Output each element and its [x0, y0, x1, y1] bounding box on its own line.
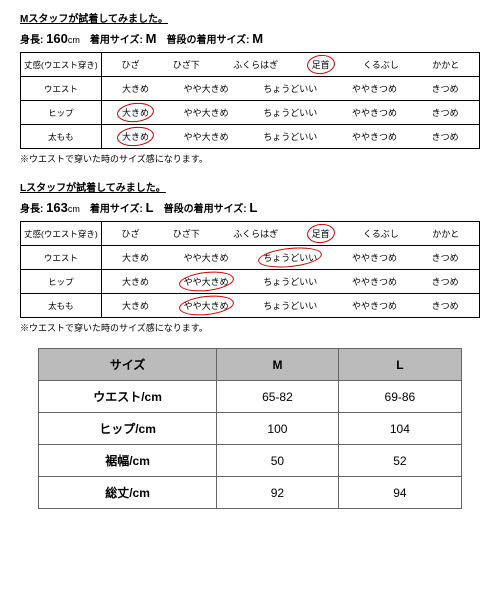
fit-option: ちょうどいい: [261, 81, 319, 96]
fit-option: きつめ: [430, 274, 461, 289]
size-value: 104: [339, 413, 461, 445]
fit-option: 大きめ: [120, 81, 151, 96]
fit-option: ややきつめ: [350, 81, 399, 96]
table-row: ウエスト 大きめ やや大きめ ちょうどいい ややきつめ きつめ: [21, 246, 480, 270]
fit-option: きつめ: [430, 250, 461, 265]
fit-option: くるぶし: [361, 226, 401, 241]
fit-option: 足首: [310, 57, 332, 72]
fit-option: かかと: [430, 226, 461, 241]
staff-info: 身長: 163cm 着用サイズ: L 普段の着用サイズ: L: [20, 200, 480, 215]
size-value: 92: [216, 477, 338, 509]
section-note: ※ウエストで穿いた時のサイズ感になります。: [20, 321, 480, 334]
row-label: 丈感(ウエスト穿き): [21, 53, 102, 77]
row-label: ヒップ: [21, 101, 102, 125]
section-title: Mスタッフが試着してみました。: [20, 10, 480, 25]
fit-option: きつめ: [430, 129, 461, 144]
fit-option: ひざ: [119, 226, 141, 241]
fit-option: ややきつめ: [350, 105, 399, 120]
section-title: Lスタッフが試着してみました。: [20, 179, 480, 194]
row-label: 丈感(ウエスト穿き): [21, 222, 102, 246]
fit-option: ややきつめ: [350, 298, 399, 313]
row-label: ウエスト: [21, 77, 102, 101]
table-row: 丈感(ウエスト穿き) ひざ ひざ下 ふくらはぎ 足首 くるぶし かかと: [21, 222, 480, 246]
fit-option: きつめ: [430, 81, 461, 96]
row-options: ひざ ひざ下 ふくらはぎ 足首 くるぶし かかと: [101, 53, 479, 77]
fit-table: 丈感(ウエスト穿き)ひざひざ下ふくらはぎ足首くるぶしかかとウエスト大きめやや大き…: [20, 52, 480, 149]
fit-option: ひざ下: [171, 226, 202, 241]
fit-section: Lスタッフが試着してみました。身長: 163cm 着用サイズ: L 普段の着用サ…: [20, 179, 480, 334]
fit-option: ちょうどいい: [261, 274, 319, 289]
fit-option: 足首: [310, 226, 332, 241]
fit-option: きつめ: [430, 105, 461, 120]
fit-option: ちょうどいい: [261, 105, 319, 120]
row-options: 大きめ やや大きめ ちょうどいい ややきつめ きつめ: [101, 294, 479, 318]
fit-option: ひざ下: [171, 57, 202, 72]
fit-option: やや大きめ: [182, 81, 231, 96]
table-row: ヒップ 大きめ やや大きめ ちょうどいい ややきつめ きつめ: [21, 270, 480, 294]
fit-option: やや大きめ: [182, 274, 231, 289]
row-label: 太もも: [21, 294, 102, 318]
size-value: 52: [339, 445, 461, 477]
fit-option: やや大きめ: [182, 250, 231, 265]
fit-option: ややきつめ: [350, 250, 399, 265]
table-row: 丈感(ウエスト穿き) ひざ ひざ下 ふくらはぎ 足首 くるぶし かかと: [21, 53, 480, 77]
size-header: L: [339, 349, 461, 381]
fit-option: ひざ: [119, 57, 141, 72]
size-value: 50: [216, 445, 338, 477]
table-row: 太もも 大きめ やや大きめ ちょうどいい ややきつめ きつめ: [21, 125, 480, 149]
row-options: 大きめ やや大きめ ちょうどいい ややきつめ きつめ: [101, 246, 479, 270]
fit-option: やや大きめ: [182, 129, 231, 144]
table-row: サイズML: [39, 349, 461, 381]
size-label: ウエスト/cm: [39, 381, 216, 413]
size-header: M: [216, 349, 338, 381]
row-options: 大きめ やや大きめ ちょうどいい ややきつめ きつめ: [101, 101, 479, 125]
row-label: 太もも: [21, 125, 102, 149]
fit-option: きつめ: [430, 298, 461, 313]
table-row: ヒップ/cm100104: [39, 413, 461, 445]
fit-option: かかと: [430, 57, 461, 72]
row-label: ウエスト: [21, 246, 102, 270]
row-options: ひざ ひざ下 ふくらはぎ 足首 くるぶし かかと: [101, 222, 479, 246]
table-row: 裾幅/cm5052: [39, 445, 461, 477]
fit-option: ちょうどいい: [261, 250, 319, 265]
fit-option: 大きめ: [120, 129, 151, 144]
fit-option: ややきつめ: [350, 129, 399, 144]
section-note: ※ウエストで穿いた時のサイズ感になります。: [20, 152, 480, 165]
fit-option: ふくらはぎ: [231, 57, 280, 72]
fit-option: ちょうどいい: [261, 298, 319, 313]
fit-option: くるぶし: [361, 57, 401, 72]
size-table: サイズMLウエスト/cm65-8269-86ヒップ/cm100104裾幅/cm5…: [38, 348, 461, 509]
fit-option: 大きめ: [120, 298, 151, 313]
fit-option: ふくらはぎ: [231, 226, 280, 241]
size-value: 100: [216, 413, 338, 445]
size-label: 総丈/cm: [39, 477, 216, 509]
fit-option: 大きめ: [120, 274, 151, 289]
fit-option: 大きめ: [120, 250, 151, 265]
fit-option: 大きめ: [120, 105, 151, 120]
size-label: ヒップ/cm: [39, 413, 216, 445]
staff-info: 身長: 160cm 着用サイズ: M 普段の着用サイズ: M: [20, 31, 480, 46]
row-options: 大きめ やや大きめ ちょうどいい ややきつめ きつめ: [101, 77, 479, 101]
size-value: 94: [339, 477, 461, 509]
row-options: 大きめ やや大きめ ちょうどいい ややきつめ きつめ: [101, 125, 479, 149]
fit-option: やや大きめ: [182, 105, 231, 120]
row-label: ヒップ: [21, 270, 102, 294]
size-value: 65-82: [216, 381, 338, 413]
table-row: ヒップ 大きめ やや大きめ ちょうどいい ややきつめ きつめ: [21, 101, 480, 125]
fit-table: 丈感(ウエスト穿き)ひざひざ下ふくらはぎ足首くるぶしかかとウエスト大きめやや大き…: [20, 221, 480, 318]
table-row: 太もも 大きめ やや大きめ ちょうどいい ややきつめ きつめ: [21, 294, 480, 318]
size-label: 裾幅/cm: [39, 445, 216, 477]
size-header: サイズ: [39, 349, 216, 381]
fit-option: ちょうどいい: [261, 129, 319, 144]
fit-option: ややきつめ: [350, 274, 399, 289]
table-row: ウエスト 大きめ やや大きめ ちょうどいい ややきつめ きつめ: [21, 77, 480, 101]
size-value: 69-86: [339, 381, 461, 413]
fit-section: Mスタッフが試着してみました。身長: 160cm 着用サイズ: M 普段の着用サ…: [20, 10, 480, 165]
fit-option: やや大きめ: [182, 298, 231, 313]
table-row: ウエスト/cm65-8269-86: [39, 381, 461, 413]
table-row: 総丈/cm9294: [39, 477, 461, 509]
row-options: 大きめ やや大きめ ちょうどいい ややきつめ きつめ: [101, 270, 479, 294]
